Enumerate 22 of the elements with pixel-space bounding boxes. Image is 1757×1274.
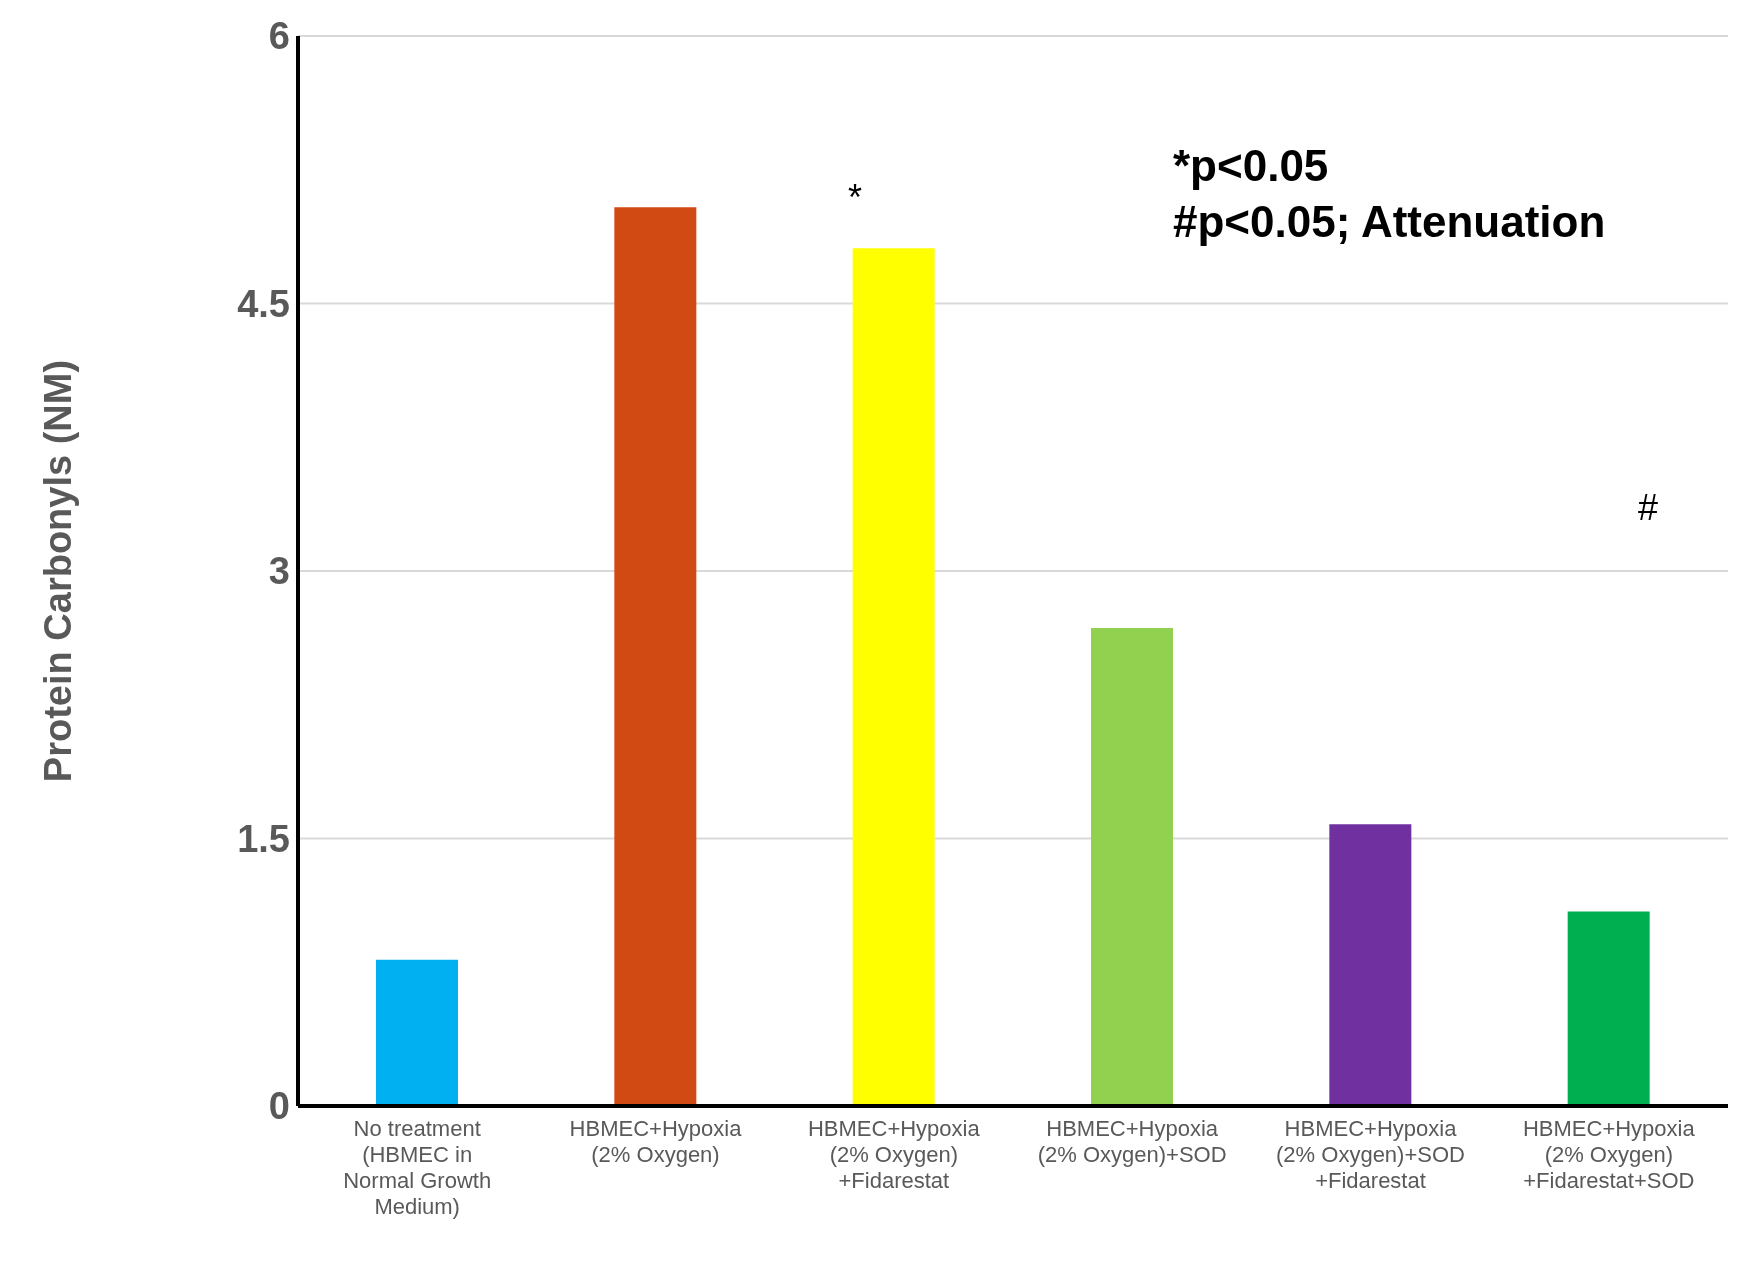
bar (614, 207, 697, 1106)
y-tick-label: 4.5 (237, 282, 290, 325)
y-tick-label: 3 (268, 550, 290, 593)
y-tick-label: 1.5 (237, 817, 290, 860)
x-tick-label: HBMEC+Hypoxia (2% Oxygen)+Fidarestat (807, 1116, 981, 1193)
x-tick-label: HBMEC+Hypoxia (2% Oxygen)+SOD (1037, 1116, 1227, 1167)
bar (1329, 824, 1412, 1106)
annotation: *p<0.05 (1173, 140, 1330, 192)
bar (852, 248, 935, 1106)
bar (1567, 911, 1650, 1106)
x-tick-label: HBMEC+Hypoxia (2% Oxygen)+Fidarestat+SOD (1522, 1116, 1696, 1193)
annotation: #p<0.05; Attenuation (1173, 196, 1606, 248)
bar (376, 959, 458, 1106)
annotation: # (1638, 487, 1659, 528)
bar (1091, 628, 1173, 1106)
x-tick-label: HBMEC+Hypoxia (2% Oxygen)+SOD+Fidarestat (1276, 1116, 1465, 1193)
x-tick-label: HBMEC+Hypoxia (2% Oxygen) (569, 1116, 743, 1167)
y-tick-label: 0 (268, 1085, 290, 1128)
x-tick-label: No treatment (HBMEC in Normal Growth Medium) (343, 1116, 492, 1219)
annotation: * (848, 177, 863, 218)
y-tick-label: 6 (268, 15, 290, 58)
y-axis-title: Protein Carbonyls (NM) (37, 359, 80, 783)
